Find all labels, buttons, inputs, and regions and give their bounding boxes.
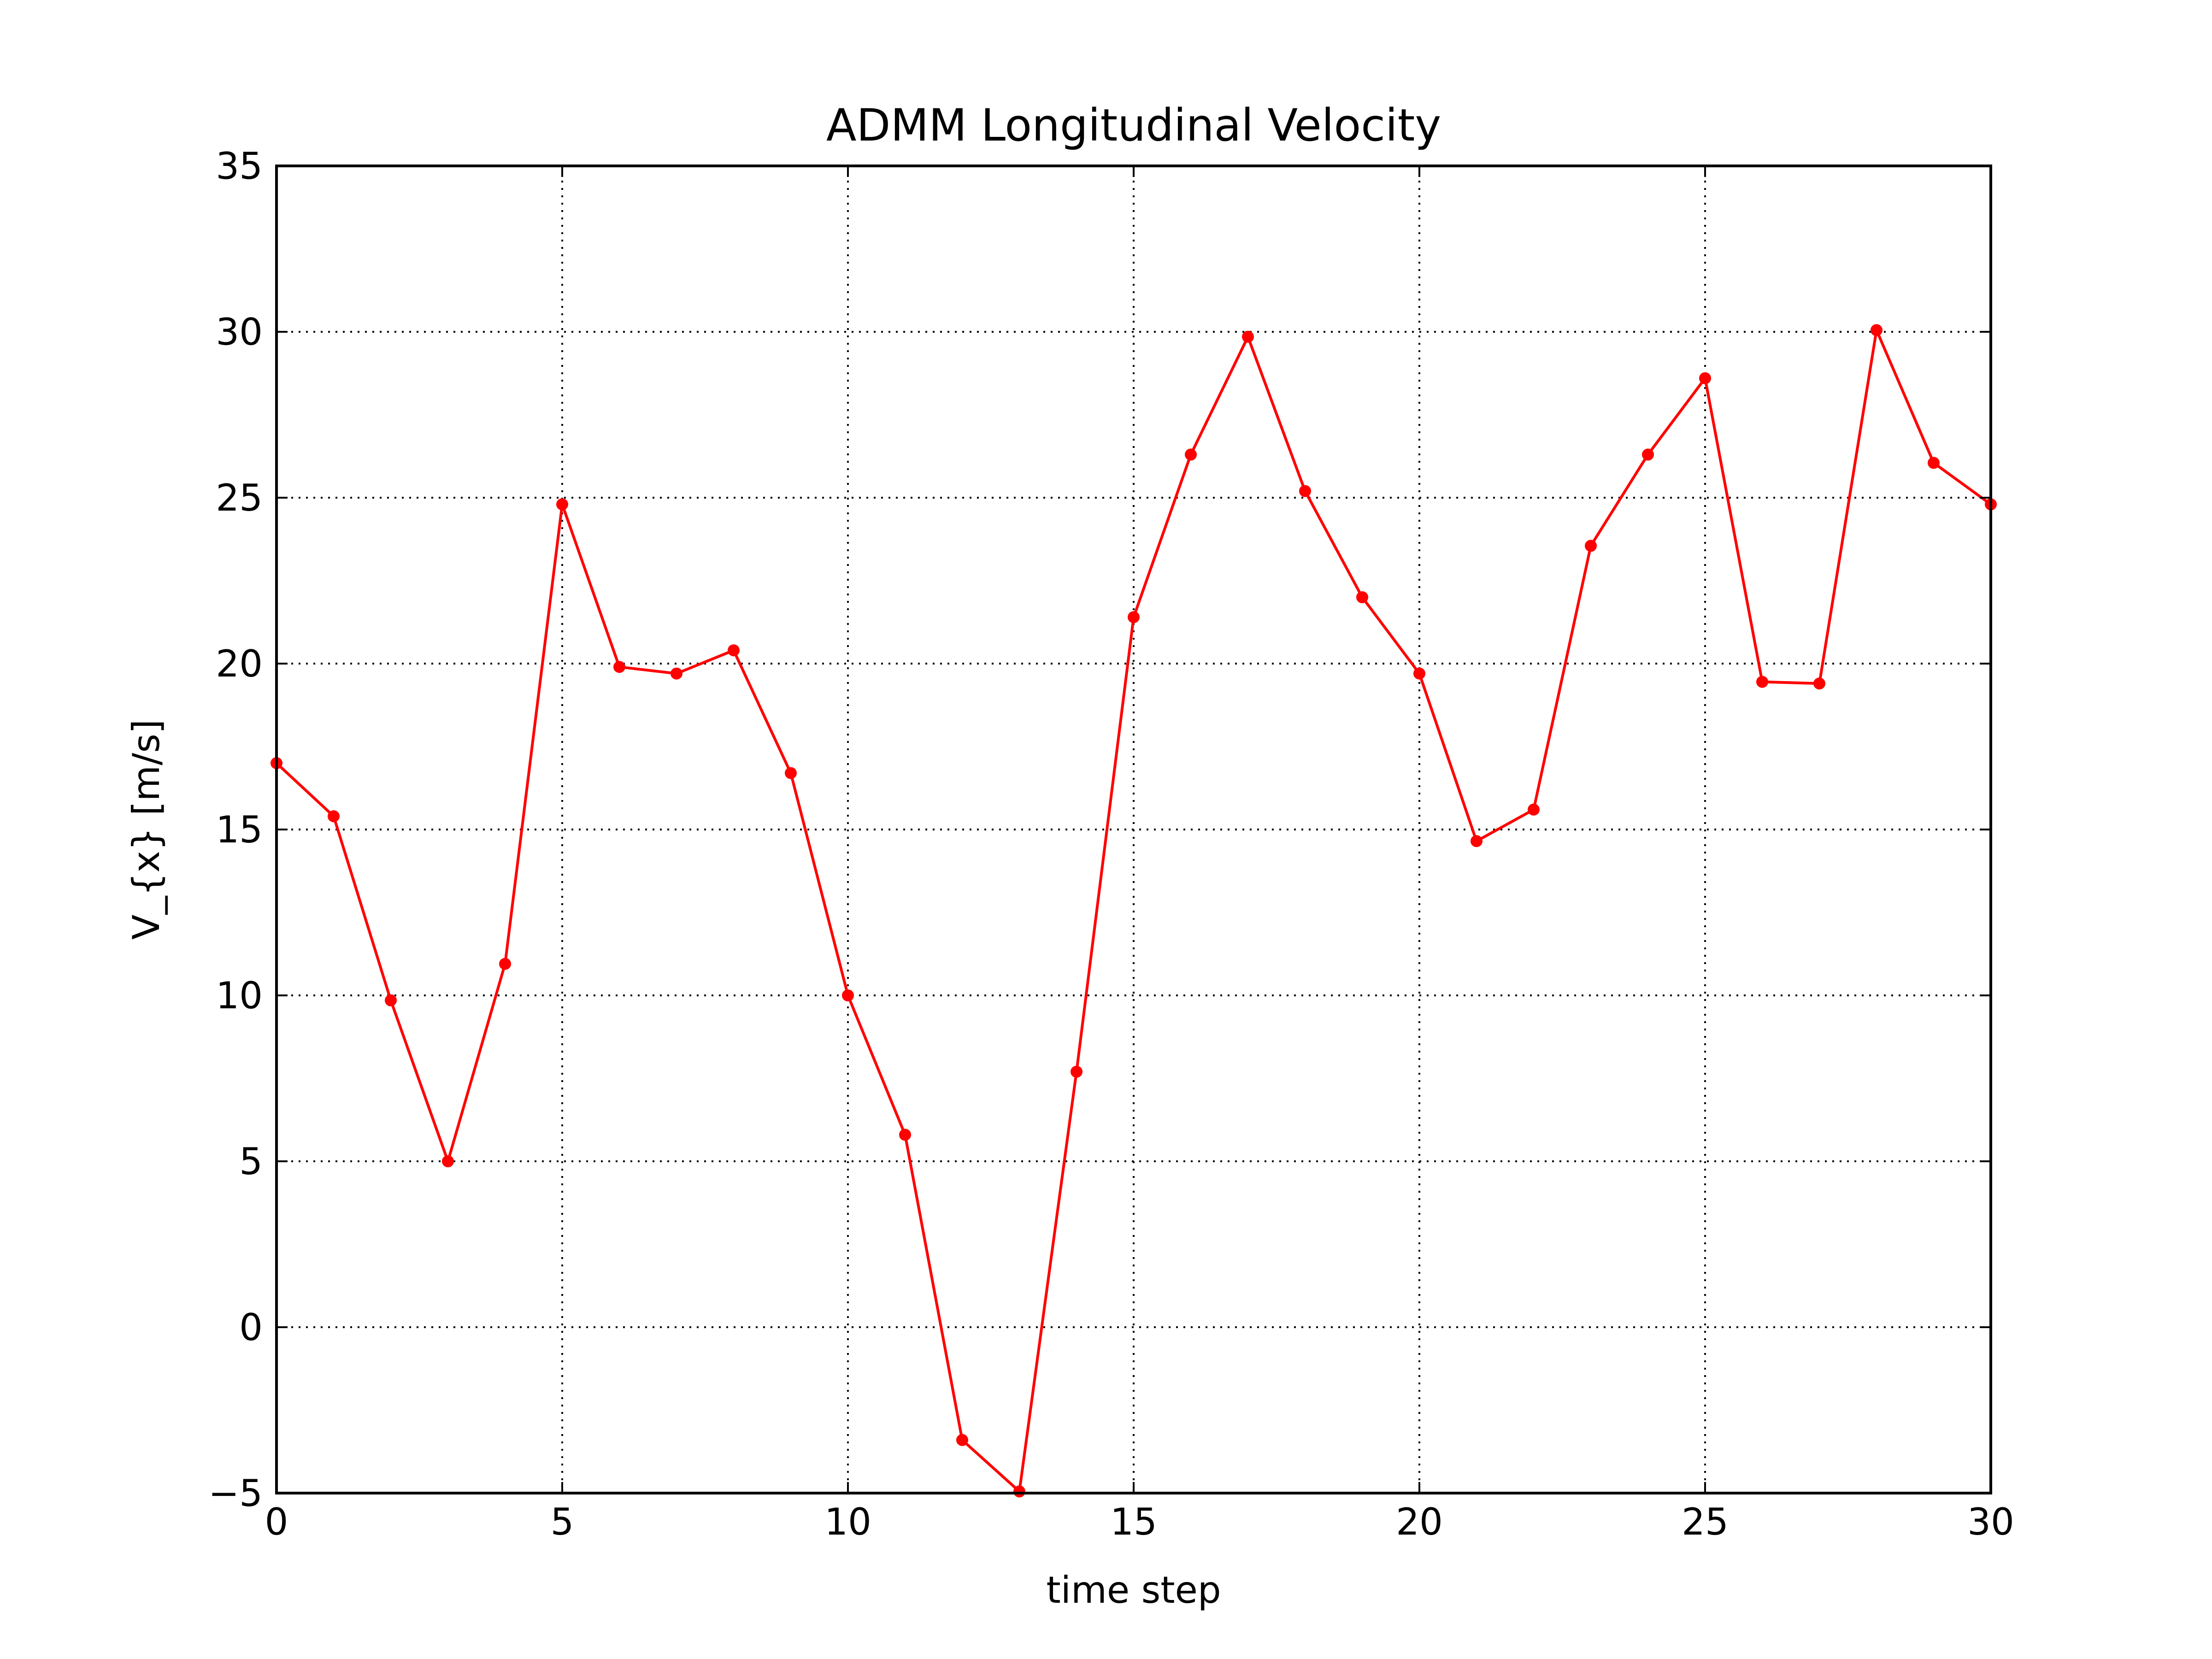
data-point — [1813, 677, 1825, 690]
y-tick-label: 35 — [216, 145, 263, 188]
data-point — [899, 1129, 911, 1141]
data-point — [1242, 330, 1254, 343]
data-point — [1013, 1485, 1025, 1498]
x-tick-label: 5 — [551, 1500, 574, 1543]
x-tick-label: 25 — [1682, 1500, 1729, 1543]
data-point — [1871, 324, 1883, 336]
data-point — [1356, 591, 1368, 603]
x-tick-label: 0 — [265, 1500, 288, 1543]
data-point — [842, 989, 854, 1001]
data-point — [671, 667, 682, 680]
y-tick-label: 30 — [216, 311, 263, 353]
y-tick-label: −5 — [208, 1472, 263, 1515]
data-point — [1128, 611, 1140, 624]
y-axis-label: V_{x} [m/s] — [125, 719, 168, 940]
data-point — [1299, 485, 1311, 497]
data-point — [499, 958, 511, 970]
data-point — [613, 661, 625, 673]
x-tick-label: 20 — [1396, 1500, 1443, 1543]
y-tick-label: 10 — [216, 974, 263, 1017]
data-point — [1642, 448, 1654, 461]
data-point — [1585, 540, 1597, 552]
chart-title: ADMM Longitudinal Velocity — [826, 100, 1441, 151]
y-tick-label: 20 — [216, 642, 263, 685]
data-point — [385, 994, 397, 1006]
data-point — [785, 767, 797, 779]
data-point — [1413, 667, 1425, 680]
data-point — [728, 644, 740, 657]
x-axis-label: time step — [1046, 1569, 1221, 1612]
data-point — [328, 810, 340, 823]
y-tick-label: 0 — [239, 1306, 263, 1349]
data-point — [1185, 448, 1197, 461]
data-point — [956, 1434, 968, 1446]
data-point — [556, 498, 568, 511]
data-point — [1928, 457, 1940, 469]
data-point — [1471, 835, 1483, 847]
series-layer — [271, 324, 1997, 1498]
data-point — [442, 1155, 454, 1167]
x-tick-label: 30 — [1967, 1500, 2014, 1543]
x-tick-label: 15 — [1110, 1500, 1157, 1543]
data-point — [1071, 1065, 1082, 1078]
x-tick-label: 10 — [824, 1500, 871, 1543]
data-point — [1528, 803, 1540, 816]
y-tick-label: 25 — [216, 477, 263, 519]
y-tick-label: 5 — [239, 1140, 263, 1183]
y-tick-label: 15 — [216, 808, 263, 851]
data-point — [1699, 372, 1711, 384]
data-point — [1756, 676, 1768, 688]
